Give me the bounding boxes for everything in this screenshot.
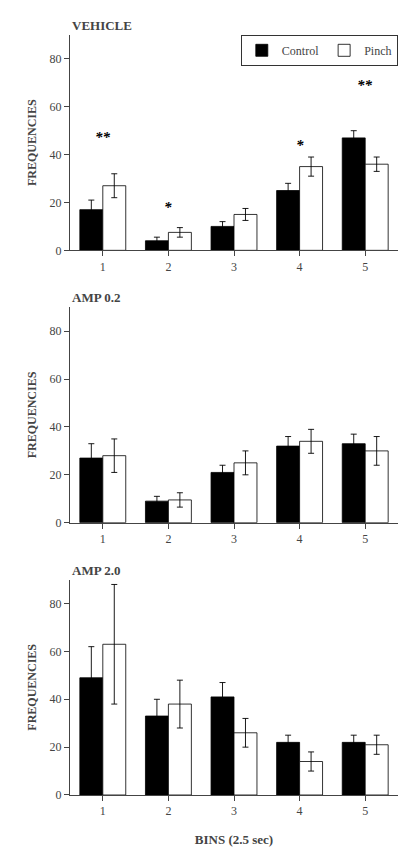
svg-text:80: 80 (50, 597, 62, 611)
svg-text:AMP 2.0: AMP 2.0 (72, 563, 120, 578)
svg-text:20: 20 (50, 740, 62, 754)
svg-text:40: 40 (50, 420, 62, 434)
svg-text:3: 3 (231, 532, 237, 546)
svg-text:3: 3 (231, 260, 237, 274)
svg-text:1: 1 (100, 260, 106, 274)
svg-text:**: ** (95, 129, 111, 145)
svg-text:BINS (2.5 sec): BINS (2.5 sec) (195, 832, 273, 847)
svg-text:5: 5 (362, 804, 368, 818)
svg-text:2: 2 (165, 804, 171, 818)
svg-text:1: 1 (100, 532, 106, 546)
svg-text:20: 20 (50, 196, 62, 210)
svg-text:AMP 0.2: AMP 0.2 (72, 290, 120, 305)
svg-text:4: 4 (297, 260, 303, 274)
svg-text:80: 80 (50, 52, 62, 66)
svg-text:4: 4 (297, 532, 303, 546)
svg-text:*: * (164, 199, 172, 215)
svg-text:1: 1 (100, 804, 106, 818)
svg-text:0: 0 (56, 788, 62, 802)
svg-text:40: 40 (50, 692, 62, 706)
svg-text:Control: Control (282, 44, 319, 58)
svg-text:40: 40 (50, 148, 62, 162)
svg-text:60: 60 (50, 645, 62, 659)
svg-text:0: 0 (56, 244, 62, 258)
svg-text:*: * (296, 137, 304, 153)
svg-text:**: ** (357, 77, 373, 93)
svg-text:5: 5 (362, 532, 368, 546)
svg-text:FREQUENCIES: FREQUENCIES (25, 99, 39, 186)
svg-text:2: 2 (165, 532, 171, 546)
svg-text:Pinch: Pinch (364, 44, 391, 58)
svg-text:5: 5 (362, 260, 368, 274)
svg-text:VEHICLE: VEHICLE (72, 18, 132, 33)
svg-text:80: 80 (50, 324, 62, 338)
svg-text:0: 0 (56, 516, 62, 530)
svg-text:3: 3 (231, 804, 237, 818)
svg-text:2: 2 (165, 260, 171, 274)
svg-text:FREQUENCIES: FREQUENCIES (25, 371, 39, 458)
svg-text:60: 60 (50, 100, 62, 114)
svg-text:60: 60 (50, 372, 62, 386)
svg-text:20: 20 (50, 468, 62, 482)
svg-text:FREQUENCIES: FREQUENCIES (25, 644, 39, 731)
svg-text:4: 4 (297, 804, 303, 818)
